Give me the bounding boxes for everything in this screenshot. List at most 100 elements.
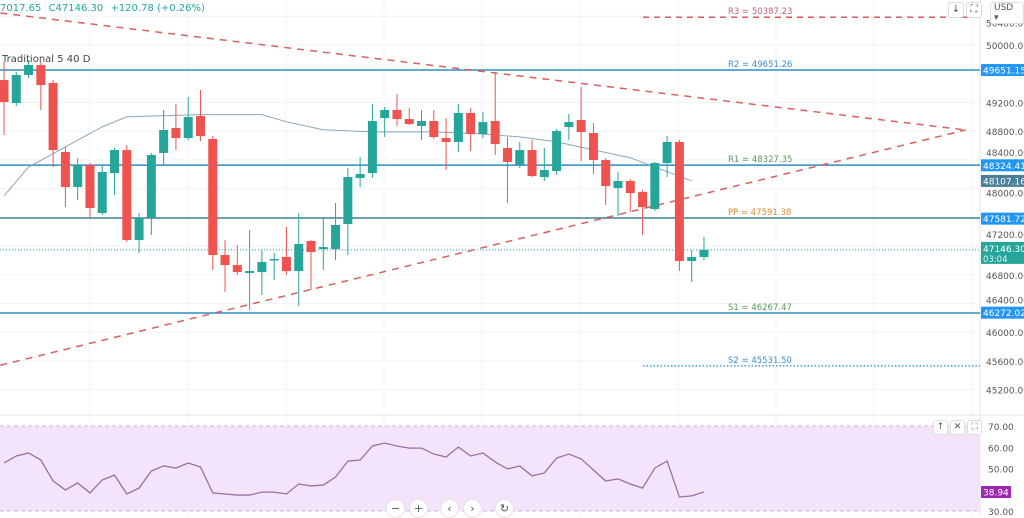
price-tick-label: 46400.00 (986, 296, 1024, 306)
bar-countdown: 03:04 (983, 255, 1008, 265)
candle-down (171, 128, 181, 139)
price-label-box (981, 212, 1024, 225)
price-tick-label: 48400.00 (986, 149, 1024, 159)
price-label-box (981, 64, 1024, 77)
candle-down (441, 138, 451, 143)
candle-up (453, 112, 463, 143)
pivot-label: R1 = 48327.35 (728, 155, 792, 165)
price-label-text: 48107.16 (983, 177, 1024, 187)
rsi-tick-label: 70.00 (988, 423, 1014, 433)
pivot-label: R2 = 49651.26 (728, 60, 792, 70)
candle-up (257, 262, 267, 273)
candle-down (601, 160, 611, 187)
candle-up (417, 121, 427, 126)
candle-up (478, 122, 488, 135)
candle-up (245, 271, 255, 274)
legend-change: +120.78 (+0.26%) (110, 3, 205, 14)
zoom-in-button[interactable]: + (409, 499, 428, 518)
pivot-label: S2 = 45531.50 (728, 356, 792, 366)
moving-average-line (3, 114, 692, 197)
candle-up (380, 109, 390, 119)
price-tick-label: 50000.00 (986, 42, 1024, 52)
candle-down (60, 151, 70, 188)
legend-close: C47146.30 (48, 3, 104, 14)
rsi-value-text: 38.94 (983, 489, 1009, 499)
rsi-tick-label: 30.00 (988, 508, 1014, 516)
trendline (0, 12, 966, 131)
candle-down (232, 265, 242, 273)
legend-low: 7017.65 (0, 3, 42, 14)
candle-up (146, 154, 156, 219)
move-pane-up-icon[interactable]: ↑ (933, 420, 948, 435)
candle-up (699, 249, 709, 258)
candle-down (48, 82, 58, 151)
candle-down (576, 120, 586, 133)
price-tick-label: 48800.00 (986, 128, 1024, 138)
candle-up (134, 218, 144, 241)
pivot-label: PP = 47591.38 (728, 208, 791, 218)
candle-up (539, 170, 549, 178)
fullscreen-icon[interactable]: ⛶ (966, 2, 982, 18)
reset-chart-button[interactable]: ↻ (495, 499, 514, 518)
price-label-text: 49651.15 (983, 67, 1024, 77)
price-tick-label: 46800.00 (986, 272, 1024, 282)
candle-up (564, 122, 574, 127)
price-tick-label: 50400.00 (986, 19, 1024, 29)
candle-up (662, 142, 672, 164)
price-tick-label: 49200.00 (986, 99, 1024, 109)
price-label-box (981, 306, 1024, 319)
rsi-tick-label: 60.00 (988, 444, 1014, 454)
candle-down (638, 192, 648, 208)
price-label-box (981, 174, 1024, 187)
price-tick-label: 46000.00 (986, 329, 1024, 339)
candle-down (404, 119, 414, 124)
candle-up (613, 180, 623, 189)
zoom-out-button[interactable]: − (386, 499, 405, 518)
last-price-text: 47146.30 (983, 245, 1024, 255)
candle-up (687, 257, 697, 262)
price-tick-label: 45600.00 (986, 358, 1024, 368)
candle-down (220, 255, 230, 266)
candle-down (588, 133, 598, 161)
candle-down (490, 121, 500, 145)
candle-up (159, 130, 169, 153)
pivot-label: S1 = 46267.47 (728, 303, 792, 313)
candle-down (466, 112, 476, 135)
scroll-down-icon[interactable]: ↓ (948, 2, 964, 18)
candle-up (367, 121, 377, 174)
candle-down (306, 241, 316, 253)
price-label-box (981, 159, 1024, 172)
candle-up (11, 75, 21, 104)
pivot-indicator-label[interactable]: Traditional 5 40 D (2, 54, 91, 65)
scroll-right-button[interactable]: › (463, 499, 482, 518)
candle-up (355, 174, 365, 179)
price-label-text: 46272.02 (983, 309, 1024, 319)
candle-down (122, 150, 132, 241)
candle-down (392, 109, 402, 120)
candle-down (625, 180, 635, 194)
candle-down (502, 148, 512, 163)
candle-up (269, 259, 279, 261)
candle-up (73, 165, 83, 188)
candle-up (318, 247, 328, 250)
pivot-label: R3 = 50387.23 (728, 7, 792, 17)
scroll-left-button[interactable]: ‹ (440, 499, 459, 518)
maximize-pane-icon[interactable]: ⛶ (967, 420, 982, 435)
candle-up (97, 172, 107, 214)
candle-down (429, 121, 439, 138)
candle-up (24, 65, 34, 76)
candle-up (183, 117, 193, 139)
candle-up (552, 131, 562, 172)
close-pane-icon[interactable]: ✕ (950, 420, 965, 435)
currency-dropdown[interactable]: USD ▾ (990, 2, 1024, 24)
candle-down (208, 138, 218, 256)
rsi-line (3, 442, 705, 498)
rsi-tick-label: 50.00 (988, 466, 1014, 476)
candle-up (110, 150, 120, 174)
candle-up (294, 244, 304, 272)
candle-down (36, 65, 46, 85)
candle-down (674, 142, 684, 262)
candle-down (0, 80, 9, 103)
trendline (0, 129, 966, 366)
